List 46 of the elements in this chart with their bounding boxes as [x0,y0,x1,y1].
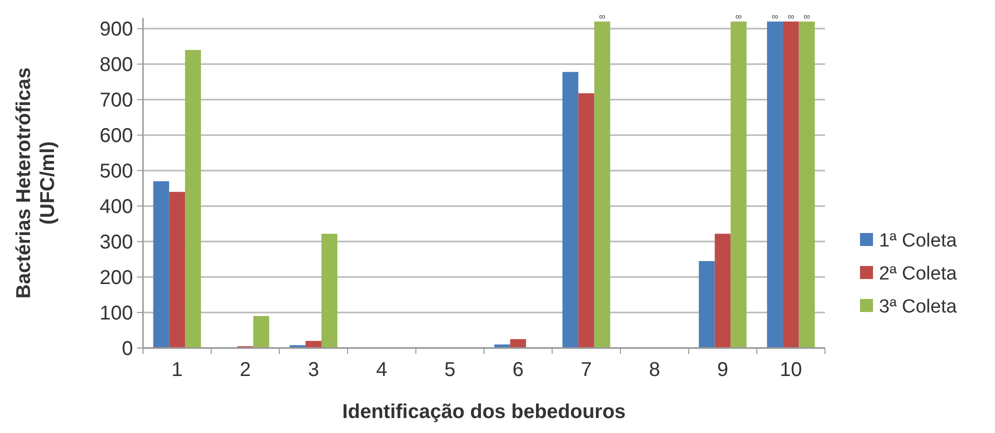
x-tick-label: 8 [648,359,660,381]
x-tick-label: 5 [444,359,456,381]
x-tick-label: 6 [512,359,524,381]
x-tick-label: 4 [376,359,388,381]
legend-label: 1ª Coleta [879,230,958,252]
data-label: ∞ [599,12,606,22]
bar [594,22,610,348]
bar [510,339,526,348]
data-label: ∞ [804,12,811,22]
y-axis-title: Bactérias Heterotróficas (UFC/ml) [13,67,59,299]
data-label: ∞ [772,12,779,22]
bar [714,234,731,348]
y-tick-label: 300 [100,232,133,254]
y-tick-label: 0 [122,338,133,360]
legend-label: 2ª Coleta [879,264,958,285]
y-tick-label: 400 [100,196,133,218]
bar [782,22,799,348]
bar [730,22,747,348]
bar [698,261,715,348]
bar [562,72,578,348]
x-tick-label: 10 [780,359,802,381]
x-tick-label: 9 [717,359,728,381]
bar [153,181,170,348]
y-tick-label: 600 [100,125,133,148]
y-tick-label: 200 [100,267,133,290]
y-tick-label: 900 [100,18,133,41]
data-label: ∞ [788,12,795,22]
bar [578,93,594,348]
x-tick-label: 2 [240,359,251,381]
legend-label: 3ª Coleta [879,296,958,318]
y-tick-label: 700 [100,90,133,112]
data-label: ∞ [735,12,742,22]
bar [798,22,815,348]
x-axis-title: Identificação dos bebedouros [342,401,626,423]
bar [306,340,322,348]
bar [767,22,783,348]
y-tick-label: 100 [100,302,133,325]
bar [169,192,186,348]
y-tick-label: 500 [100,160,133,183]
bar [321,234,338,348]
x-tick-label: 7 [580,359,592,381]
bar [253,316,270,348]
bar [185,50,201,348]
x-tick-label: 1 [172,359,183,381]
y-tick-label: 800 [100,54,133,76]
x-tick-label: 3 [308,359,320,381]
